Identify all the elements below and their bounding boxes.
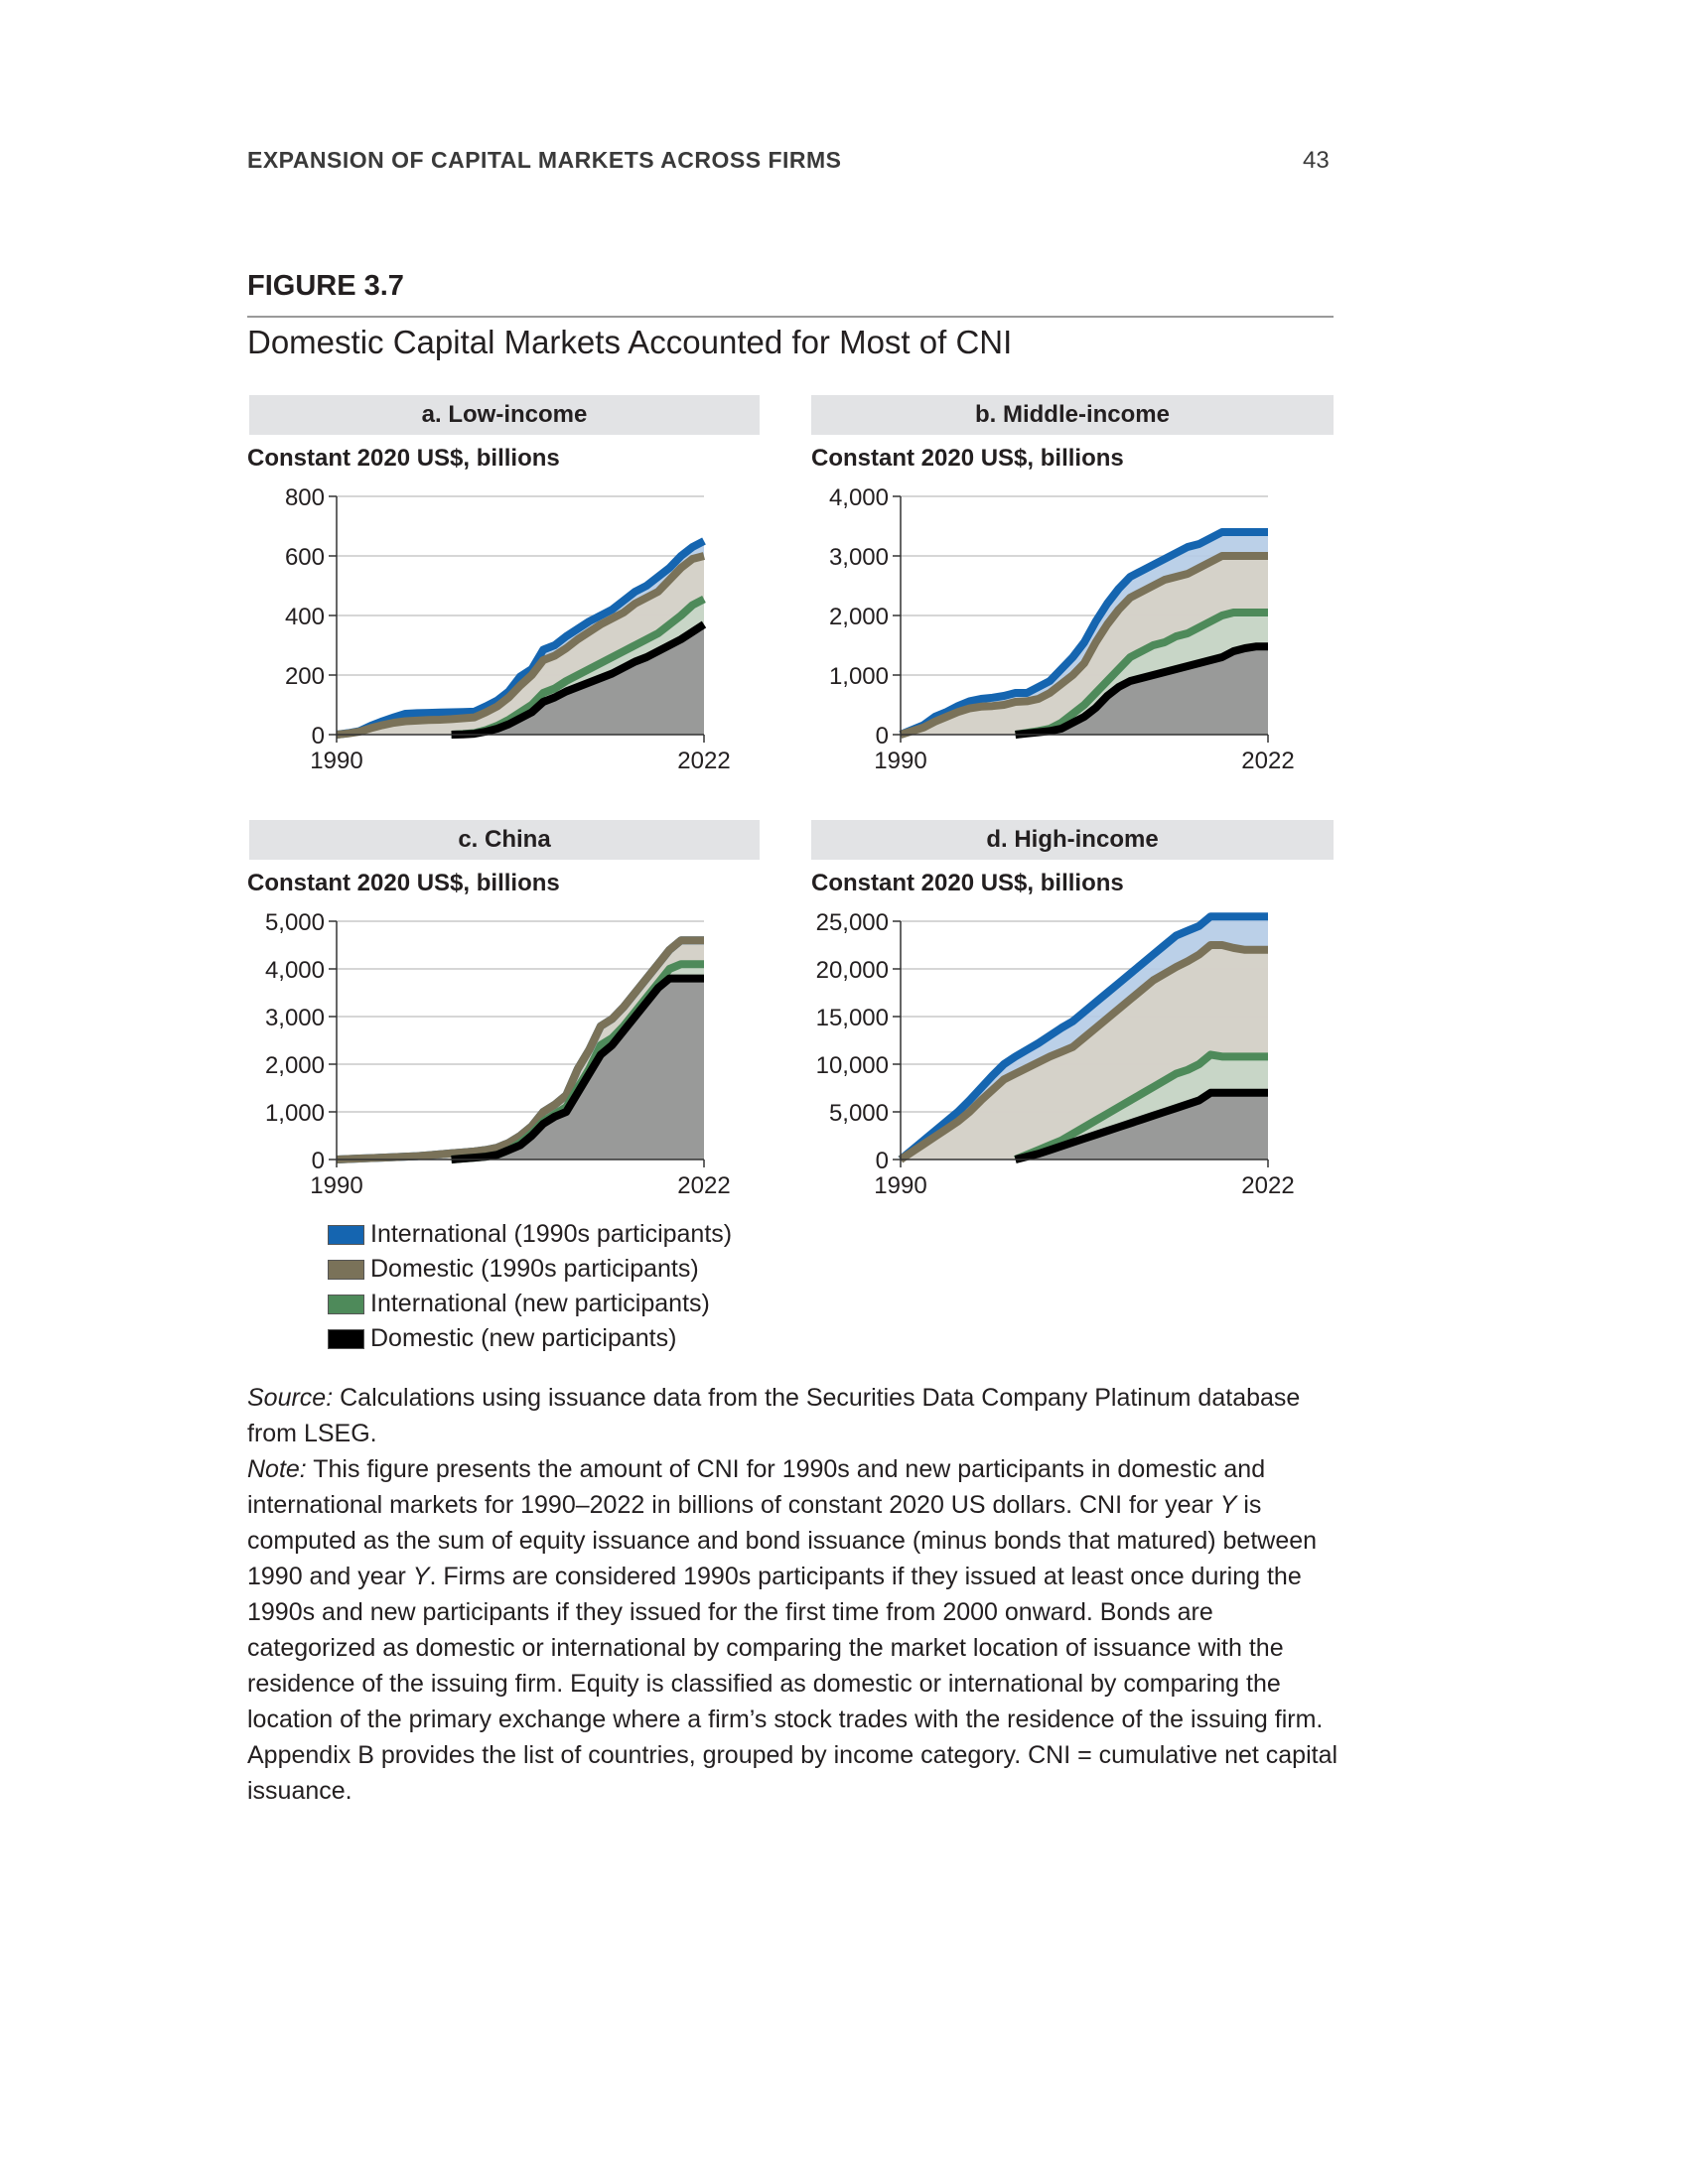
legend-swatch-domestic-new bbox=[328, 1328, 364, 1349]
source-paragraph: Source: Calculations using issuance data… bbox=[247, 1380, 1339, 1451]
legend-swatch-international-new bbox=[328, 1294, 364, 1314]
line-domestic-new bbox=[1015, 642, 1268, 739]
note-paragraph: Note: This figure presents the amount of… bbox=[247, 1451, 1339, 1809]
note-text-3: . Firms are considered 1990s participant… bbox=[247, 1563, 1338, 1805]
figure-notes: Source: Calculations using issuance data… bbox=[247, 1380, 1339, 1809]
note-variable-y: Y bbox=[412, 1563, 430, 1590]
x-tick-label: 1990 bbox=[310, 1172, 362, 1199]
y-tick-label: 800 bbox=[285, 484, 325, 511]
x-tick-label: 1990 bbox=[874, 1172, 926, 1199]
figure-label: FIGURE 3.7 bbox=[247, 270, 404, 302]
line-domestic-new bbox=[1014, 1088, 1268, 1163]
legend: International (1990s participants) Domes… bbox=[328, 1217, 732, 1356]
y-tick-label: 200 bbox=[285, 663, 325, 690]
panel-title-middle-income: b. Middle-income bbox=[811, 395, 1334, 435]
y-tick-label: 25,000 bbox=[816, 909, 889, 936]
line-domestic-1990s bbox=[898, 941, 1268, 1163]
y-tick-label: 400 bbox=[285, 604, 325, 630]
line-international-1990s bbox=[899, 528, 1268, 739]
y-tick-label: 4,000 bbox=[265, 957, 325, 984]
y-tick-label: 3,000 bbox=[265, 1005, 325, 1031]
legend-label: Domestic (1990s participants) bbox=[370, 1255, 699, 1283]
note-text-1: This figure presents the amount of CNI f… bbox=[247, 1455, 1266, 1519]
y-tick-label: 600 bbox=[285, 544, 325, 571]
legend-item: Domestic (1990s participants) bbox=[328, 1252, 732, 1287]
y-tick-label: 1,000 bbox=[829, 663, 889, 690]
note-variable-y: Y bbox=[1219, 1491, 1237, 1519]
unit-label-china: Constant 2020 US$, billions bbox=[247, 870, 560, 896]
chart-china: 0 1,000 2,000 3,000 4,000 5,000 1990 2022 bbox=[265, 909, 731, 1199]
panel-title-china: c. China bbox=[249, 820, 760, 860]
figure-rule bbox=[247, 316, 1334, 318]
chart-low-income: 0 200 400 600 800 1990 2022 bbox=[285, 484, 731, 774]
y-tick-label: 0 bbox=[876, 723, 889, 750]
note-label: Note: bbox=[247, 1455, 307, 1483]
x-tick-label: 2022 bbox=[677, 1172, 730, 1199]
unit-label-middle-income: Constant 2020 US$, billions bbox=[811, 445, 1124, 472]
panel-title-low-income: a. Low-income bbox=[249, 395, 760, 435]
chart-high-income: 0 5,000 10,000 15,000 20,000 25,000 1990 2022 bbox=[816, 909, 1295, 1199]
x-tick-label: 2022 bbox=[1241, 748, 1294, 774]
y-tick-label: 5,000 bbox=[265, 909, 325, 936]
line-international-1990s bbox=[898, 912, 1268, 1163]
legend-item: International (1990s participants) bbox=[328, 1217, 732, 1252]
y-tick-label: 0 bbox=[876, 1148, 889, 1174]
y-tick-label: 5,000 bbox=[829, 1100, 889, 1127]
source-text: Calculations using issuance data from th… bbox=[247, 1384, 1301, 1447]
area-domestic-new bbox=[451, 624, 704, 735]
y-tick-label: 4,000 bbox=[829, 484, 889, 511]
legend-swatch-domestic-1990s bbox=[328, 1259, 364, 1280]
y-tick-label: 10,000 bbox=[816, 1052, 889, 1079]
area-domestic-new bbox=[1015, 646, 1268, 735]
legend-swatch-international-1990s bbox=[328, 1224, 364, 1245]
line-domestic-new bbox=[451, 974, 704, 1163]
area-domestic-new bbox=[451, 978, 704, 1160]
legend-label: International (1990s participants) bbox=[370, 1220, 733, 1248]
y-tick-label: 2,000 bbox=[829, 604, 889, 630]
line-domestic-1990s bbox=[899, 552, 1268, 739]
source-label: Source: bbox=[247, 1384, 334, 1412]
x-tick-label: 1990 bbox=[874, 748, 926, 774]
legend-label: International (new participants) bbox=[370, 1290, 710, 1317]
x-tick-label: 2022 bbox=[1241, 1172, 1294, 1199]
y-tick-label: 15,000 bbox=[816, 1005, 889, 1031]
y-tick-label: 1,000 bbox=[265, 1100, 325, 1127]
running-head: EXPANSION OF CAPITAL MARKETS ACROSS FIRM… bbox=[247, 147, 842, 173]
note-text-2: is computed as the sum of equity issuanc… bbox=[247, 1491, 1318, 1590]
page-number: 43 bbox=[1303, 147, 1330, 174]
line-domestic-new bbox=[451, 620, 707, 739]
y-tick-label: 2,000 bbox=[265, 1052, 325, 1079]
line-international-new bbox=[1015, 609, 1268, 739]
line-domestic-1990s bbox=[336, 936, 704, 1163]
chart-middle-income: 0 1,000 2,000 3,000 4,000 1990 2022 bbox=[829, 484, 1295, 774]
y-tick-label: 0 bbox=[312, 723, 325, 750]
line-domestic-1990s bbox=[336, 552, 706, 739]
line-international-new bbox=[1014, 1050, 1268, 1163]
x-tick-label: 1990 bbox=[310, 748, 362, 774]
x-tick-label: 2022 bbox=[677, 748, 730, 774]
line-international-1990s bbox=[336, 537, 706, 739]
legend-item: International (new participants) bbox=[328, 1287, 732, 1321]
figure-title: Domestic Capital Markets Accounted for M… bbox=[247, 324, 1013, 360]
y-tick-label: 3,000 bbox=[829, 544, 889, 571]
legend-item: Domestic (new participants) bbox=[328, 1321, 732, 1356]
unit-label-low-income: Constant 2020 US$, billions bbox=[247, 445, 560, 472]
legend-label: Domestic (new participants) bbox=[370, 1324, 677, 1352]
y-tick-label: 20,000 bbox=[816, 957, 889, 984]
panel-title-high-income: d. High-income bbox=[811, 820, 1334, 860]
unit-label-high-income: Constant 2020 US$, billions bbox=[811, 870, 1124, 896]
y-tick-label: 0 bbox=[312, 1148, 325, 1174]
